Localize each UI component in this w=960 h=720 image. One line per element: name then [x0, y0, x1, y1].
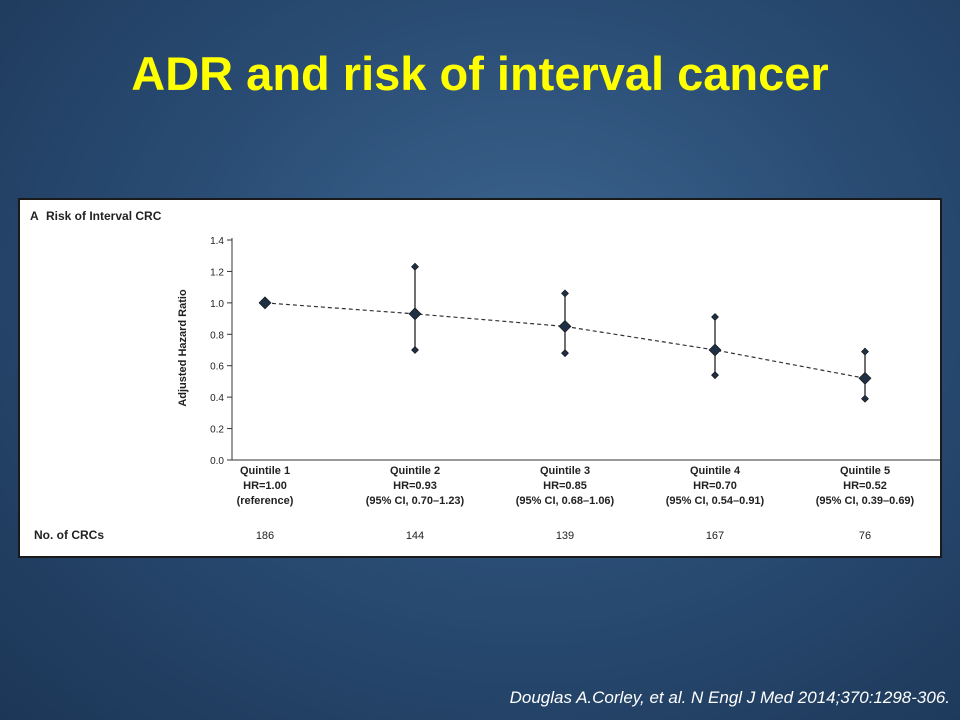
- hazard-ratio-point: [558, 320, 572, 333]
- hr-label: HR=0.93: [393, 480, 437, 492]
- y-tick-label: 0.2: [210, 425, 224, 436]
- ci-upper-marker: [561, 289, 569, 298]
- hazard-ratio-point: [408, 307, 422, 321]
- citation: Douglas A.Corley, et al. N Engl J Med 20…: [509, 688, 950, 707]
- y-tick-label: 0.6: [210, 362, 224, 373]
- ci-lower-marker: [561, 349, 569, 358]
- hr-label: HR=0.85: [543, 480, 587, 492]
- y-tick-label: 1.4: [210, 236, 224, 247]
- hr-label: HR=0.52: [843, 480, 887, 492]
- ci-label: (95% CI, 0.68–1.06): [516, 495, 615, 507]
- panel-label: A: [30, 209, 39, 223]
- hr-label: HR=0.70: [693, 480, 737, 492]
- ci-label: (95% CI, 0.70–1.23): [366, 495, 465, 507]
- crc-count-value: 167: [706, 530, 724, 542]
- chart-title: Risk of Interval CRC: [46, 209, 162, 223]
- trend-line: [264, 302, 866, 379]
- x-category-label: Quintile 5: [840, 465, 890, 477]
- table-row-label: No. of CRCs: [34, 528, 104, 542]
- x-category-label: Quintile 4: [690, 465, 741, 477]
- y-tick-label: 0.0: [210, 456, 224, 467]
- ci-upper-marker: [411, 262, 419, 271]
- ci-lower-marker: [861, 394, 869, 403]
- ci-lower-marker: [711, 371, 719, 380]
- y-axis-label: Adjusted Hazard Ratio: [177, 289, 189, 407]
- chart-panel: A Risk of Interval CRC Adjusted Hazard R…: [18, 198, 942, 558]
- y-tick-label: 0.4: [210, 393, 224, 404]
- crc-count-value: 139: [556, 530, 574, 542]
- hazard-ratio-point: [858, 371, 872, 385]
- crc-count-value: 144: [406, 530, 424, 542]
- hazard-ratio-point: [708, 343, 722, 357]
- crc-count-value: 186: [256, 530, 274, 542]
- ci-label: (reference): [237, 495, 294, 507]
- hazard-ratio-point: [258, 296, 272, 310]
- x-category-label: Quintile 2: [390, 465, 440, 477]
- ci-label: (95% CI, 0.39–0.69): [816, 495, 915, 507]
- ci-upper-marker: [711, 313, 719, 321]
- ci-lower-marker: [411, 346, 419, 354]
- x-category-label: Quintile 1: [240, 465, 290, 477]
- crc-count-value: 76: [859, 530, 871, 542]
- y-tick-label: 1.0: [210, 299, 224, 310]
- y-tick-label: 1.2: [210, 267, 224, 278]
- hr-label: HR=1.00: [243, 480, 287, 492]
- slide-title: ADR and risk of interval cancer: [131, 47, 829, 100]
- x-category-label: Quintile 3: [540, 465, 590, 477]
- y-tick-label: 0.8: [210, 330, 224, 341]
- ci-upper-marker: [861, 347, 869, 356]
- hazard-ratio-chart: A Risk of Interval CRC Adjusted Hazard R…: [30, 209, 940, 542]
- ci-label: (95% CI, 0.54–0.91): [666, 495, 765, 507]
